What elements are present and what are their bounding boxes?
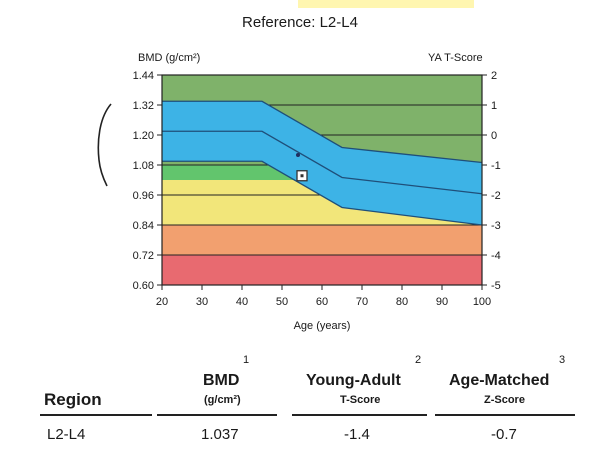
y2-tick-label: 1 xyxy=(491,100,497,112)
band-upper-line xyxy=(162,100,483,164)
y-tick-label: 0.72 xyxy=(133,250,154,262)
y-axis-label: BMD (g/cm²) xyxy=(138,52,201,64)
x-tick-label: 60 xyxy=(316,296,328,308)
header-age-matched: Age-Matched xyxy=(449,372,550,389)
y-tick-label: 1.08 xyxy=(133,160,154,172)
header-bmd-unit: (g/cm²) xyxy=(204,394,241,406)
zone-moderate xyxy=(162,225,482,255)
header-rule-t-score xyxy=(292,414,427,416)
y2-tick-label: 0 xyxy=(491,130,497,142)
header-z-score: Z-Score xyxy=(484,394,525,406)
y2-tick-label: -2 xyxy=(491,190,501,202)
bmd-footnote: 1 xyxy=(243,354,250,366)
header-bmd: BMD xyxy=(203,372,240,389)
reference-band-area xyxy=(162,101,482,225)
y-tick-label: 1.44 xyxy=(133,70,154,82)
bmd-chart: 0.60 0.72 0.84 0.96 1.08 1.20 1.32 1.44 -5 -4 -3 -2… xyxy=(133,70,501,332)
x-axis-label: Age (years) xyxy=(294,320,351,332)
y2-tick-label: -5 xyxy=(491,280,501,292)
x-tick-label: 50 xyxy=(276,296,288,308)
markers xyxy=(296,153,308,182)
cell-t-score: -1.4 xyxy=(344,426,370,443)
header-rule-region xyxy=(40,414,152,416)
y-tick-label: 0.84 xyxy=(133,220,154,232)
scan-bracket-mark xyxy=(97,103,112,187)
y-tick-label: 1.32 xyxy=(133,100,154,112)
x-tick-label: 100 xyxy=(473,296,491,308)
y-tick-label: 0.96 xyxy=(133,190,154,202)
header-rule-z-score xyxy=(435,414,575,416)
patient-marker-dot xyxy=(300,174,304,178)
chart-title: Reference: L2-L4 xyxy=(242,14,358,31)
header-young-adult: Young-Adult xyxy=(306,372,401,389)
cell-bmd: 1.037 xyxy=(201,426,239,443)
x-tick-label: 40 xyxy=(236,296,248,308)
band-lower-line xyxy=(162,160,483,226)
x-tick-label: 30 xyxy=(196,296,208,308)
y2-tick-label: -4 xyxy=(491,250,501,262)
cell-z-score: -0.7 xyxy=(491,426,517,443)
x-tick-label: 90 xyxy=(436,296,448,308)
am-footnote: 3 xyxy=(559,354,566,366)
x-tick-label: 80 xyxy=(396,296,408,308)
highlight-strip xyxy=(298,0,474,8)
y2-tick-label: 2 xyxy=(491,70,497,82)
cell-region: L2-L4 xyxy=(47,426,86,443)
y2-axis-label: YA T-Score xyxy=(428,52,483,64)
band-mean-line xyxy=(162,130,483,195)
zone-osteoporosis xyxy=(162,255,482,285)
y2-tick-label: -3 xyxy=(491,220,501,232)
y2-tick-label: -1 xyxy=(491,160,501,172)
y-tick-label: 1.20 xyxy=(133,130,154,142)
tick-labels: 0.60 0.72 0.84 0.96 1.08 1.20 1.32 1.44 -5 -4 -3 -2… xyxy=(133,70,501,308)
x-tick-label: 70 xyxy=(356,296,368,308)
header-rule-bmd xyxy=(157,414,277,416)
reference-band xyxy=(162,100,483,226)
x-tick-label: 20 xyxy=(156,296,168,308)
ya-footnote: 2 xyxy=(415,354,422,366)
header-region: Region xyxy=(44,390,102,409)
header-t-score: T-Score xyxy=(340,394,381,406)
y-tick-label: 0.60 xyxy=(133,280,154,292)
reference-center-marker xyxy=(296,153,300,157)
